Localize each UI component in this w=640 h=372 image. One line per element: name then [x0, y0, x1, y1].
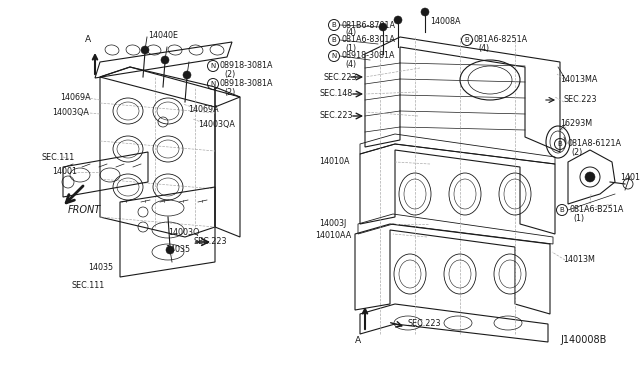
Text: (2): (2): [224, 87, 236, 96]
Text: (4): (4): [478, 44, 489, 52]
Text: 14069A: 14069A: [188, 105, 219, 113]
Text: A: A: [355, 336, 361, 345]
Text: 081A6-8301A: 081A6-8301A: [341, 35, 395, 45]
Text: SEC.223: SEC.223: [563, 96, 596, 105]
Text: 1401B: 1401B: [620, 173, 640, 182]
Circle shape: [394, 16, 402, 24]
Text: 081A8-6121A: 081A8-6121A: [567, 140, 621, 148]
Text: 14003Q: 14003Q: [168, 228, 200, 237]
Text: 081A6-8251A: 081A6-8251A: [474, 35, 528, 45]
Text: B: B: [559, 207, 564, 213]
Text: N: N: [211, 63, 216, 69]
Circle shape: [141, 46, 149, 54]
Circle shape: [379, 23, 387, 31]
Circle shape: [585, 172, 595, 182]
Text: 081B6-8701A: 081B6-8701A: [341, 20, 395, 29]
Text: 16293M: 16293M: [560, 119, 592, 128]
Circle shape: [183, 71, 191, 79]
Text: 14013M: 14013M: [563, 256, 595, 264]
Text: 08918-3081A: 08918-3081A: [341, 51, 394, 61]
Text: SEC.148: SEC.148: [319, 90, 352, 99]
Text: (2): (2): [224, 70, 236, 78]
Text: B: B: [332, 22, 337, 28]
Text: SEC.223: SEC.223: [408, 320, 442, 328]
Text: B: B: [557, 141, 563, 147]
Circle shape: [421, 8, 429, 16]
Text: N: N: [332, 53, 337, 59]
Text: (4): (4): [345, 29, 356, 38]
Text: (2): (2): [571, 148, 582, 157]
Text: 14010A: 14010A: [319, 157, 349, 167]
Text: (1): (1): [345, 44, 356, 52]
Text: 14013MA: 14013MA: [560, 76, 597, 84]
Text: 14010AA: 14010AA: [315, 231, 351, 241]
Text: 14003QA: 14003QA: [52, 108, 89, 116]
Text: 14003J: 14003J: [319, 219, 346, 228]
Text: 14008A: 14008A: [430, 17, 461, 26]
Text: N: N: [211, 81, 216, 87]
Text: B: B: [465, 37, 469, 43]
Text: 14040E: 14040E: [148, 32, 178, 41]
Text: (4): (4): [345, 60, 356, 68]
Text: 14001: 14001: [52, 167, 77, 176]
Text: SEC.223: SEC.223: [323, 73, 356, 81]
Circle shape: [166, 246, 174, 254]
Text: SEC.223: SEC.223: [319, 112, 353, 121]
Text: SEC.223: SEC.223: [193, 237, 227, 247]
Text: 081A6-B251A: 081A6-B251A: [569, 205, 623, 215]
Text: 14035: 14035: [165, 246, 190, 254]
Text: 14035: 14035: [88, 263, 113, 273]
Text: 08918-3081A: 08918-3081A: [220, 61, 273, 71]
Text: 14069A: 14069A: [60, 93, 91, 102]
Text: 14003QA: 14003QA: [198, 119, 235, 128]
Text: J140008B: J140008B: [560, 335, 606, 345]
Text: SEC.111: SEC.111: [72, 282, 105, 291]
Text: A: A: [85, 35, 91, 44]
Text: (1): (1): [573, 214, 584, 222]
Circle shape: [161, 56, 169, 64]
Text: FRONT: FRONT: [68, 205, 101, 215]
Text: SEC.111: SEC.111: [42, 153, 76, 161]
Text: 08918-3081A: 08918-3081A: [220, 80, 273, 89]
Text: B: B: [332, 37, 337, 43]
